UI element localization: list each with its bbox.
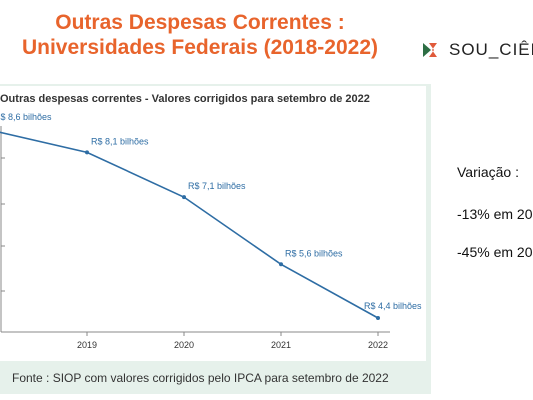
data-label: R$ 4,4 bilhões — [364, 301, 422, 311]
chart-area — [0, 86, 426, 361]
x-tick-label: 2021 — [271, 340, 291, 350]
logo: SOU_CIÊN — [423, 40, 533, 60]
line-chart: 2019 2020 2021 2022 R$ 8,6 bilhões R$ 8,1 bil… — [0, 112, 422, 350]
chart-title: Outras despesas correntes - Valores corr… — [0, 93, 370, 105]
data-label: R$ 8,1 bilhões — [91, 136, 149, 146]
logo-text: SOU_CIÊN — [449, 40, 533, 59]
data-point — [376, 316, 380, 320]
x-tick-label: 2020 — [174, 340, 194, 350]
slide-title-line2: Universidades Federais (2018-2022) — [21, 36, 379, 59]
slide-title-line1: Outras Despesas Correntes : — [55, 11, 345, 34]
variation-title: Variação : — [457, 164, 519, 180]
x-tick-label: 2019 — [77, 340, 97, 350]
data-point — [85, 150, 89, 155]
data-point — [182, 195, 186, 200]
slide-title: Outras Despesas Correntes : Universidade… — [0, 10, 400, 60]
data-label: R$ 5,6 bilhões — [285, 248, 343, 258]
data-label: R$ 8,6 bilhões — [0, 112, 52, 122]
logo-mark-icon — [423, 43, 437, 57]
data-label: R$ 7,1 bilhões — [188, 181, 246, 191]
variation-line-2: -45% em 20 — [457, 244, 533, 260]
source-note: Fonte : SIOP com valores corrigidos pelo… — [12, 371, 389, 385]
variation-line-1: -13% em 20 — [457, 206, 533, 222]
data-point — [279, 262, 283, 267]
series-line — [0, 131, 379, 319]
x-tick-label: 2022 — [368, 340, 388, 350]
